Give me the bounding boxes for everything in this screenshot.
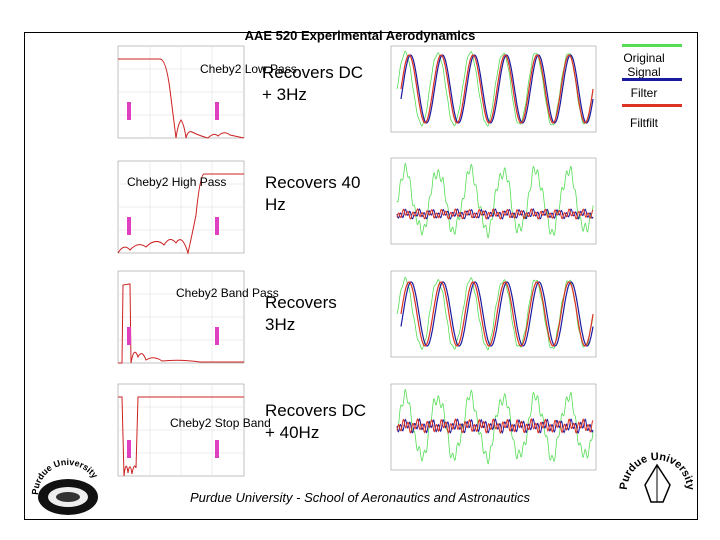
- recovers-label-lowpass: Recovers DC + 3Hz: [262, 63, 364, 104]
- filter-label-highpass: Cheby2 High Pass: [127, 175, 227, 189]
- original-signal-trace: [396, 50, 594, 127]
- filtfilt-trace: [400, 281, 594, 347]
- legend-line-original: [622, 44, 682, 47]
- recovers-label-stopband: Recovers DC + 40Hz: [265, 401, 367, 442]
- signal-plot-highpass: [375, 152, 600, 252]
- slide-title: AAE 520 Experimental Aerodynamics: [244, 28, 476, 43]
- filter-response-plot-lowpass: [100, 40, 250, 150]
- filter-label-bandpass: Cheby2 Band Pass: [176, 286, 279, 300]
- original-signal-trace: [396, 276, 594, 351]
- purdue-seal-left: Purdue University: [28, 455, 108, 520]
- signal-plot-lowpass: [375, 40, 600, 140]
- legend-line-filtfilt: [622, 104, 682, 107]
- legend-label-original: Original Signal: [623, 51, 665, 79]
- filter-response-plot-bandpass: [100, 265, 250, 375]
- legend-label-filter: Filter: [630, 86, 658, 100]
- recovers-label-bandpass: Recovers 3Hz: [265, 293, 337, 334]
- filter-label-stopband: Cheby2 Stop Band: [170, 416, 271, 430]
- filter-response-plot-highpass: [100, 155, 250, 265]
- signal-plot-stopband: [375, 378, 600, 478]
- filtfilt-trace: [400, 54, 594, 124]
- slide-frame: [24, 32, 698, 520]
- filter-trace: [400, 281, 594, 347]
- signal-svg-1: [390, 45, 597, 133]
- filter-label-lowpass: Cheby2 Low Pass: [200, 62, 297, 76]
- signal-plot-bandpass: [375, 265, 600, 365]
- filter-response-plot-stopband: [100, 378, 250, 488]
- legend-line-filter: [622, 78, 682, 81]
- recovers-label-highpass: Recovers 40 Hz: [265, 173, 361, 214]
- filter-trace: [400, 54, 594, 124]
- footer: Purdue University - School of Aeronautic…: [189, 490, 531, 505]
- filtfilt-trace: [396, 417, 594, 434]
- original-signal-trace: [396, 162, 594, 239]
- purdue-seal-right: Purdue University: [615, 440, 700, 520]
- legend-label-filtfilt: Filtfilt: [630, 116, 658, 130]
- filtfilt-trace: [396, 208, 594, 220]
